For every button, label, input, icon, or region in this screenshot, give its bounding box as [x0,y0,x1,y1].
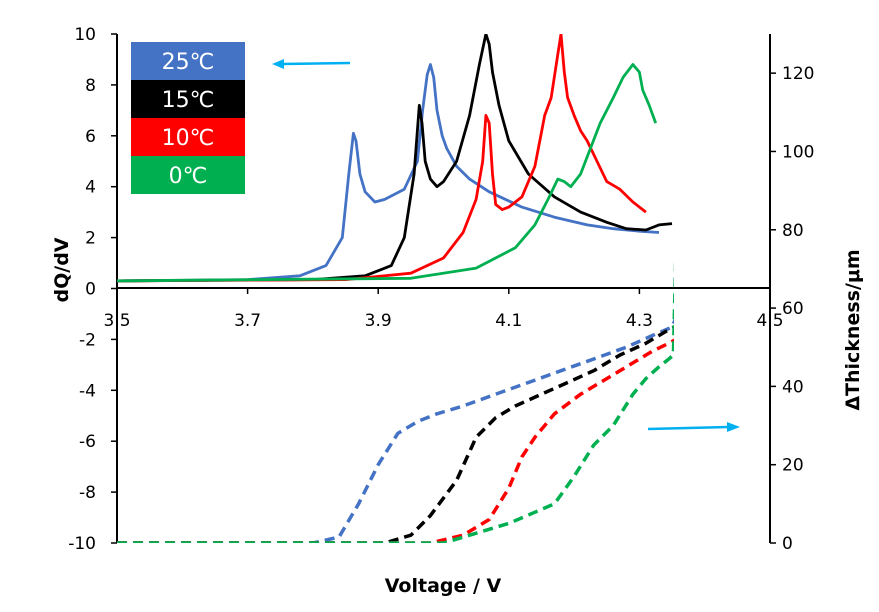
thickness-series-25c [117,319,674,543]
y-left-tick-label: -8 [79,483,96,503]
legend-label: 25℃ [162,50,215,75]
y-left-tick-label: 6 [85,127,96,147]
legend-swatch [131,118,245,156]
ticks: 3.5 3.7 3.9 4.1 4.3 4.51086420-2-4-6-8-101201… [68,25,814,554]
y-left-tick-label: -10 [68,534,96,554]
thickness-series-15c [117,326,674,543]
x-tick-label: 3.9 [365,311,392,331]
legend-swatch [131,80,245,118]
y-right-tick-label: 0 [782,534,793,554]
y-right-tick-label: 20 [782,456,804,476]
y-left-tick-label: 0 [85,280,96,300]
y-left-tick-label: 8 [85,76,96,96]
series-group [117,34,674,543]
dqdv-series-0c [117,63,658,283]
y-left-tick-label: -4 [79,381,96,401]
y-right-tick-label: 120 [782,64,814,84]
y-right-tick-label: 40 [782,377,804,397]
y-left-tick-label: -2 [79,330,96,350]
right-axis-arrow [647,422,740,432]
y-left-tick-label: -6 [79,432,96,452]
x-tick-label: 4.1 [495,311,522,331]
x-tick-label: 3.5 [103,311,130,331]
y-right-tick-label: 80 [782,221,804,241]
legend: 25℃ 15℃ 10℃ 0℃ [131,42,245,194]
thickness-series-0c [117,259,674,543]
x-tick-label: 4.5 [756,311,783,331]
y-right-axis-title: ΔThickness/μm [842,249,864,410]
annotations [272,59,740,432]
y-right-tick-label: 100 [782,142,814,162]
x-tick-label: 4.3 [626,311,653,331]
y-left-axis-title: dQ/dV [51,237,73,302]
legend-swatch [131,156,245,194]
x-tick-label: 3.7 [234,311,261,331]
y-left-tick-label: 2 [85,229,96,249]
dqdv-series-25c [117,63,660,283]
y-left-tick-label: 10 [74,25,96,45]
thickness-series-10c [117,338,674,543]
legend-label: 10℃ [162,126,215,151]
legend-swatch [131,42,245,80]
legend-label: 0℃ [169,164,208,189]
y-left-tick-label: 4 [85,178,96,198]
legend-label: 15℃ [162,88,215,113]
x-axis-title: Voltage / V [385,575,502,597]
y-right-tick-label: 60 [782,299,804,319]
left-axis-arrow [272,59,351,69]
dqdv-series-15c [117,34,673,283]
